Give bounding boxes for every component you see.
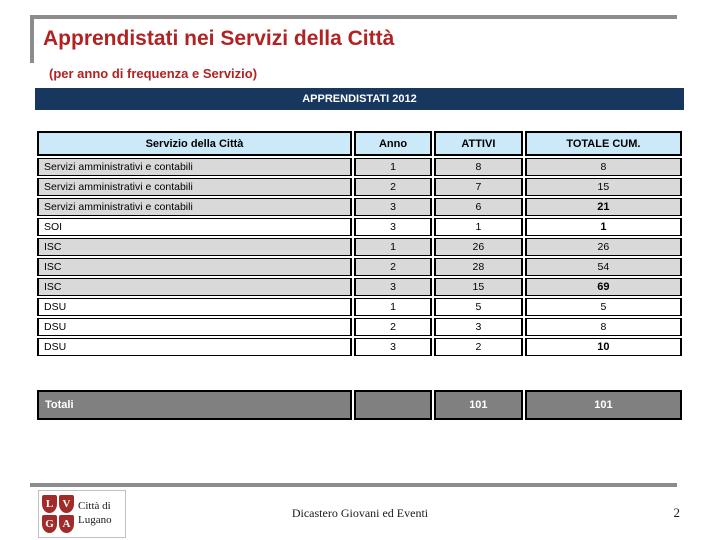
table-row: DSU 1 5 5 <box>37 298 682 316</box>
page-number: 2 <box>673 505 681 520</box>
totals-attivi: 101 <box>433 390 523 420</box>
cell-attivi: 3 <box>433 318 523 336</box>
cell-servizio: Servizi amministrativi e contabili <box>37 158 353 176</box>
cell-servizio: Servizi amministrativi e contabili <box>37 198 353 216</box>
cell-totale: 1 <box>524 218 682 236</box>
top-divider <box>30 15 677 19</box>
cell-attivi: 26 <box>433 238 523 256</box>
cell-attivi: 15 <box>433 278 523 296</box>
cell-anno: 1 <box>354 298 432 316</box>
cell-servizio: DSU <box>37 318 353 336</box>
cell-anno: 2 <box>354 258 432 276</box>
crest-letter-v: V <box>59 495 74 513</box>
cell-attivi: 2 <box>433 338 523 356</box>
table-header-row: Servizio della Città Anno ATTIVI TOTALE … <box>37 131 682 156</box>
table-row: ISC 1 26 26 <box>37 238 682 256</box>
table-row: DSU 3 2 10 <box>37 338 682 356</box>
cell-totale: 26 <box>524 238 682 256</box>
crest-letter-l: L <box>42 495 57 513</box>
cell-totale: 69 <box>524 278 682 296</box>
cell-totale: 10 <box>524 338 682 356</box>
left-divider <box>30 15 34 63</box>
cell-attivi: 1 <box>433 218 523 236</box>
cell-anno: 2 <box>354 178 432 196</box>
cell-totale: 5 <box>524 298 682 316</box>
table-body: Servizi amministrativi e contabili 1 8 8 Ser… <box>37 158 682 356</box>
cell-servizio: Servizi amministrativi e contabili <box>37 178 353 196</box>
col-header-anno: Anno <box>354 131 432 156</box>
cell-attivi: 8 <box>433 158 523 176</box>
logo-text-line2: Lugano <box>78 514 112 526</box>
cell-anno: 3 <box>354 338 432 356</box>
cell-servizio: ISC <box>37 238 353 256</box>
cell-servizio: ISC <box>37 258 353 276</box>
logo-text-line1: Città di <box>78 500 111 513</box>
apprentices-table: Servizio della Città Anno ATTIVI TOTALE … <box>35 129 684 358</box>
cell-totale: 8 <box>524 318 682 336</box>
cell-servizio: SOI <box>37 218 353 236</box>
page-title: Apprendistati nei Servizi della Città <box>43 27 395 50</box>
cell-servizio: ISC <box>37 278 353 296</box>
cell-anno: 3 <box>354 198 432 216</box>
cell-servizio: DSU <box>37 298 353 316</box>
footer-department-text: Dicastero Giovani ed Eventi <box>291 506 429 520</box>
logo-text: Città di Lugano <box>78 500 112 528</box>
cell-totale: 54 <box>524 258 682 276</box>
cell-attivi: 6 <box>433 198 523 216</box>
cell-attivi: 5 <box>433 298 523 316</box>
cell-anno: 2 <box>354 318 432 336</box>
col-header-attivi: ATTIVI <box>433 131 523 156</box>
cell-anno: 1 <box>354 238 432 256</box>
page-subtitle: (per anno di frequenza e Servizio) <box>49 66 258 81</box>
col-header-servizio: Servizio della Città <box>37 131 353 156</box>
cell-servizio: DSU <box>37 338 353 356</box>
cell-attivi: 28 <box>433 258 523 276</box>
cell-anno: 3 <box>354 218 432 236</box>
table-row: Servizi amministrativi e contabili 2 7 15 <box>37 178 682 196</box>
cell-anno: 3 <box>354 278 432 296</box>
totals-row-wrap: Totali 101 101 <box>35 388 684 422</box>
table-row: Servizi amministrativi e contabili 1 8 8 <box>37 158 682 176</box>
table-row: Servizi amministrativi e contabili 3 6 21 <box>37 198 682 216</box>
totals-totale: 101 <box>524 390 682 420</box>
crest-letter-a: A <box>59 515 74 533</box>
table-row: ISC 3 15 69 <box>37 278 682 296</box>
totals-row: Totali 101 101 <box>37 390 682 420</box>
cell-attivi: 7 <box>433 178 523 196</box>
section-banner: APPRENDISTATI 2012 <box>35 88 684 110</box>
col-header-totale: TOTALE CUM. <box>524 131 682 156</box>
cell-totale: 15 <box>524 178 682 196</box>
table-row: ISC 2 28 54 <box>37 258 682 276</box>
cell-anno: 1 <box>354 158 432 176</box>
lugano-crest-icon: L V G A <box>42 495 74 533</box>
footer-divider <box>30 483 677 487</box>
table-row: DSU 2 3 8 <box>37 318 682 336</box>
cell-totale: 21 <box>524 198 682 216</box>
totals-label: Totali <box>37 390 353 420</box>
cell-totale: 8 <box>524 158 682 176</box>
totals-anno <box>354 390 432 420</box>
crest-letter-g: G <box>42 515 57 533</box>
city-of-lugano-logo: L V G A Città di Lugano <box>38 490 126 538</box>
table-row: SOI 3 1 1 <box>37 218 682 236</box>
